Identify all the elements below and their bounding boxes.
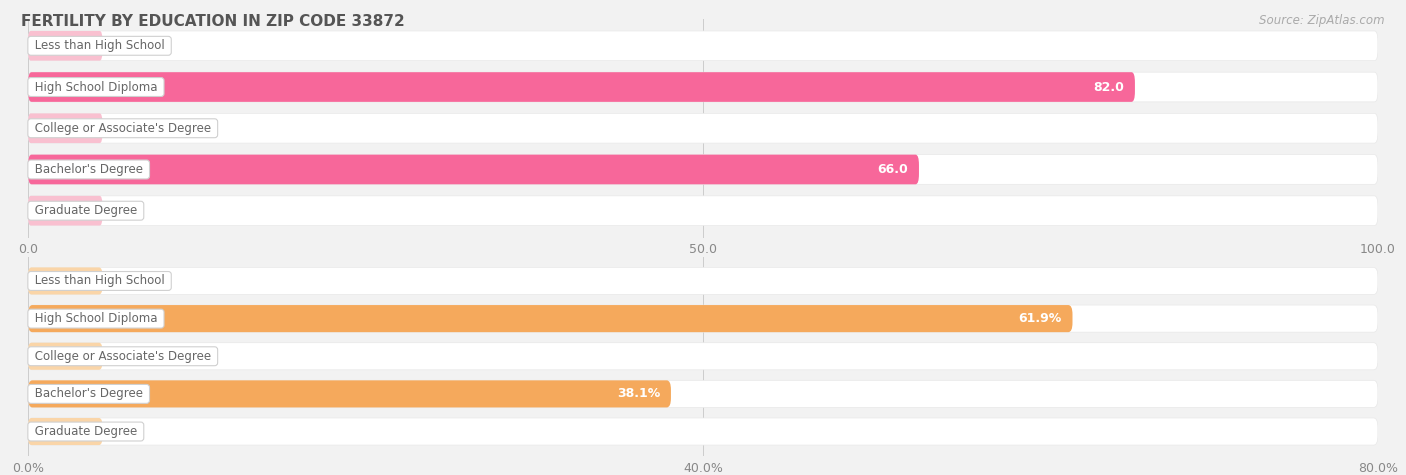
FancyBboxPatch shape xyxy=(28,114,103,143)
Text: Less than High School: Less than High School xyxy=(31,39,169,52)
Text: 0.0: 0.0 xyxy=(110,204,129,217)
FancyBboxPatch shape xyxy=(28,114,1378,143)
FancyBboxPatch shape xyxy=(28,380,1378,408)
Text: 0.0: 0.0 xyxy=(110,39,129,52)
Text: 38.1%: 38.1% xyxy=(617,388,661,400)
Text: 0.0%: 0.0% xyxy=(110,350,141,363)
FancyBboxPatch shape xyxy=(28,418,103,445)
Text: College or Associate's Degree: College or Associate's Degree xyxy=(31,122,215,135)
Text: Less than High School: Less than High School xyxy=(31,275,169,287)
Text: College or Associate's Degree: College or Associate's Degree xyxy=(31,350,215,363)
Text: FERTILITY BY EDUCATION IN ZIP CODE 33872: FERTILITY BY EDUCATION IN ZIP CODE 33872 xyxy=(21,14,405,29)
FancyBboxPatch shape xyxy=(28,72,1378,102)
Text: 66.0: 66.0 xyxy=(877,163,908,176)
FancyBboxPatch shape xyxy=(28,196,1378,226)
Text: Source: ZipAtlas.com: Source: ZipAtlas.com xyxy=(1260,14,1385,27)
Text: 0.0%: 0.0% xyxy=(110,425,141,438)
Text: Graduate Degree: Graduate Degree xyxy=(31,425,141,438)
FancyBboxPatch shape xyxy=(28,155,920,184)
FancyBboxPatch shape xyxy=(28,342,103,370)
FancyBboxPatch shape xyxy=(28,196,103,226)
FancyBboxPatch shape xyxy=(28,418,1378,445)
Text: 61.9%: 61.9% xyxy=(1018,312,1062,325)
Text: 82.0: 82.0 xyxy=(1094,81,1125,94)
Text: High School Diploma: High School Diploma xyxy=(31,312,162,325)
Text: High School Diploma: High School Diploma xyxy=(31,81,162,94)
FancyBboxPatch shape xyxy=(28,267,1378,294)
FancyBboxPatch shape xyxy=(28,380,671,408)
Text: 0.0%: 0.0% xyxy=(110,275,141,287)
FancyBboxPatch shape xyxy=(28,72,1135,102)
FancyBboxPatch shape xyxy=(28,31,1378,61)
Text: Bachelor's Degree: Bachelor's Degree xyxy=(31,388,146,400)
FancyBboxPatch shape xyxy=(28,305,1378,332)
FancyBboxPatch shape xyxy=(28,155,1378,184)
Text: 0.0: 0.0 xyxy=(110,122,129,135)
FancyBboxPatch shape xyxy=(28,267,103,294)
Text: Bachelor's Degree: Bachelor's Degree xyxy=(31,163,146,176)
FancyBboxPatch shape xyxy=(28,342,1378,370)
FancyBboxPatch shape xyxy=(28,305,1073,332)
FancyBboxPatch shape xyxy=(28,31,103,61)
Text: Graduate Degree: Graduate Degree xyxy=(31,204,141,217)
